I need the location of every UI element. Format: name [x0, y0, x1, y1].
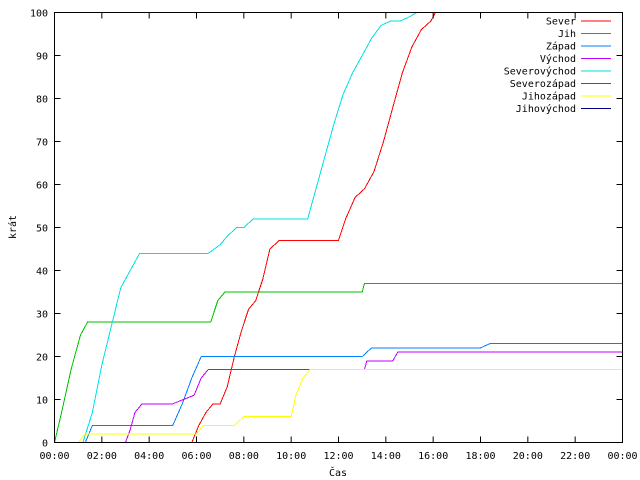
y-axis-label: krát: [7, 215, 19, 239]
legend-label: Západ: [546, 41, 576, 53]
legend-label: Severozápad: [510, 78, 576, 90]
x-tick-label: 14:00: [371, 451, 401, 462]
y-tick-label: 60: [36, 181, 48, 192]
legend-label: Sever: [546, 17, 576, 28]
legend-label: Severovýchod: [504, 66, 576, 78]
series-line-Jihozápad: [54, 368, 623, 443]
x-tick-label: 06:00: [181, 451, 211, 462]
y-tick-label: 10: [36, 396, 48, 407]
legend-label: Jih: [558, 29, 576, 40]
x-tick-label: 12:00: [323, 451, 353, 462]
y-tick-label: 0: [42, 439, 48, 450]
y-tick-label: 80: [36, 95, 48, 106]
y-tick-label: 70: [36, 138, 48, 149]
y-tick-label: 40: [36, 267, 48, 278]
legend-label: Jihozápad: [522, 91, 576, 103]
series-line-Východ: [54, 351, 623, 443]
series-line-Severovýchod: [54, 12, 623, 443]
y-tick-label: 50: [36, 224, 48, 235]
x-tick-label: 02:00: [87, 451, 117, 462]
x-tick-label: 04:00: [134, 451, 164, 462]
x-tick-label: 18:00: [465, 451, 495, 462]
x-axis-label: Čas: [329, 466, 347, 479]
x-tick-label: 20:00: [513, 451, 543, 462]
legend: SeverJihZápadVýchodSeverovýchodSeverozáp…: [504, 17, 611, 115]
x-tick-label: 22:00: [560, 451, 590, 462]
y-tick-label: 20: [36, 353, 48, 364]
series-line-Sever: [54, 12, 441, 443]
legend-label: Jihovýchod: [516, 103, 576, 115]
series-line-Západ: [54, 343, 623, 443]
x-tick-label: 08:00: [229, 451, 259, 462]
x-tick-label: 00:00: [39, 451, 69, 462]
y-tick-label: 100: [30, 9, 48, 20]
legend-label: Východ: [540, 53, 576, 65]
axes-layer: 00:00 02:00 04:00 06:00 08:00 10:00 12:00 14:00…: [30, 9, 638, 463]
y-tick-label: 30: [36, 310, 48, 321]
x-tick-label: 16:00: [418, 451, 448, 462]
series-line-Jih: [54, 282, 623, 443]
x-tick-label: 00:00: [607, 451, 637, 462]
y-tick-label: 90: [36, 52, 48, 63]
x-tick-label: 10:00: [276, 451, 306, 462]
